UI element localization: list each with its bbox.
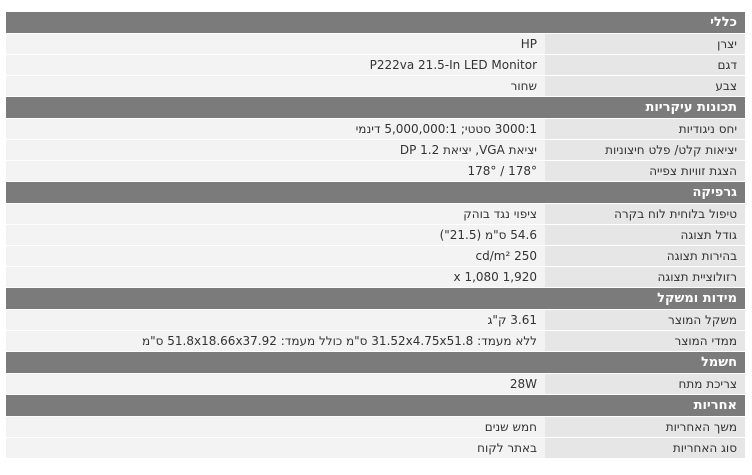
spec-table: כללי יצרן HP דגם P222va 21.5-In LED Monitor צ… (6, 12, 745, 459)
spec-row: ממדי המוצר ללא מעמד: 31.52x4.75x51.8 ס"מ … (6, 331, 745, 351)
spec-value: 250 cd/m² (6, 246, 545, 266)
spec-value: 3.61 ק"ג (6, 310, 545, 330)
spec-label: צבע (545, 76, 745, 96)
spec-value: 178° / 178° (6, 161, 545, 181)
spec-label: בהירות תצוגה (545, 246, 745, 266)
spec-label: צריכת מתח (545, 374, 745, 394)
spec-label: משך האחריות (545, 417, 745, 437)
spec-row: צבע שחור (6, 76, 745, 96)
spec-label: סוג האחריות (545, 438, 745, 458)
spec-row: רזולוציית תצוגה 1,920 x 1,080 (6, 267, 745, 287)
spec-label: דגם (545, 55, 745, 75)
spec-row: הצגת זוויות צפייה 178° / 178° (6, 161, 745, 181)
section-header: כללי (6, 12, 745, 33)
section-header: תכונות עיקריות (6, 97, 745, 118)
spec-value: יציאת VGA, יציאת DP 1.2 (6, 140, 545, 160)
section-header: חשמל (6, 352, 745, 373)
spec-row: גודל תצוגה 54.6 ס"מ (21.5") (6, 225, 745, 245)
spec-value: ציפוי נגד בוהק (6, 204, 545, 224)
spec-label: יציאות קלט/ פלט חיצוניות (545, 140, 745, 160)
spec-label: רזולוציית תצוגה (545, 267, 745, 287)
spec-label: יחס ניגודיות (545, 119, 745, 139)
spec-label: משקל המוצר (545, 310, 745, 330)
spec-value: 1,920 x 1,080 (6, 267, 545, 287)
spec-row: דגם P222va 21.5-In LED Monitor (6, 55, 745, 75)
spec-value: 3000:1 סטטי; 5,000,000:1 דינמי (6, 119, 545, 139)
spec-row: סוג האחריות באתר לקוח (6, 438, 745, 458)
spec-value: ללא מעמד: 31.52x4.75x51.8 ס"מ כולל מעמד:… (6, 331, 545, 351)
spec-row: צריכת מתח 28W (6, 374, 745, 394)
spec-value: שחור (6, 76, 545, 96)
spec-value: חמש שנים (6, 417, 545, 437)
spec-value: באתר לקוח (6, 438, 545, 458)
spec-row: יחס ניגודיות 3000:1 סטטי; 5,000,000:1 דינ… (6, 119, 745, 139)
spec-row: יציאות קלט/ פלט חיצוניות יציאת VGA, יציאת… (6, 140, 745, 160)
spec-value: HP (6, 34, 545, 54)
spec-row: יצרן HP (6, 34, 745, 54)
spec-label: גודל תצוגה (545, 225, 745, 245)
spec-value: 28W (6, 374, 545, 394)
section-header: גרפיקה (6, 182, 745, 203)
spec-label: הצגת זוויות צפייה (545, 161, 745, 181)
spec-row: בהירות תצוגה 250 cd/m² (6, 246, 745, 266)
spec-label: יצרן (545, 34, 745, 54)
spec-label: טיפול בלוחית לוח בקרה (545, 204, 745, 224)
spec-row: טיפול בלוחית לוח בקרה ציפוי נגד בוהק (6, 204, 745, 224)
spec-row: משך האחריות חמש שנים (6, 417, 745, 437)
spec-value: P222va 21.5-In LED Monitor (6, 55, 545, 75)
section-header: אחריות (6, 395, 745, 416)
section-header: מידות ומשקל (6, 288, 745, 309)
spec-value: 54.6 ס"מ (21.5") (6, 225, 545, 245)
spec-label: ממדי המוצר (545, 331, 745, 351)
spec-row: משקל המוצר 3.61 ק"ג (6, 310, 745, 330)
